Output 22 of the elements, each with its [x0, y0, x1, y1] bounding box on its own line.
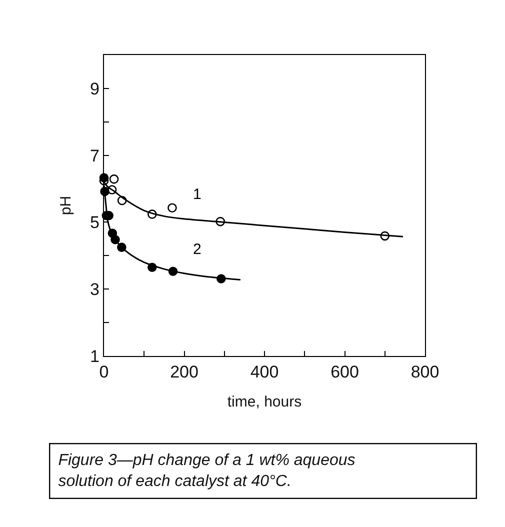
point [107, 185, 117, 194]
y-tick-label: 3 [90, 280, 100, 300]
x-tick-label: 800 [410, 362, 440, 382]
x-axis-title: time, hours [227, 394, 302, 410]
x-tick-label: 400 [250, 362, 279, 382]
point [109, 174, 119, 184]
y-tick-label: 1 [90, 346, 100, 366]
series-label: 1 [193, 186, 202, 203]
series-label: 2 [193, 241, 202, 258]
y-tick-label: 9 [90, 79, 100, 98]
point [216, 216, 226, 226]
x-tick-label: 600 [330, 362, 359, 382]
y-tick-label: 5 [90, 213, 100, 232]
y-axis-title: pH [57, 196, 74, 216]
point [148, 210, 157, 219]
point [380, 231, 390, 241]
point [168, 203, 177, 212]
y-tick-label: 7 [90, 146, 100, 166]
x-tick-label: 0 [99, 362, 109, 382]
caption: Figure 3—pH change of a 1 wt% aqueous solution of each catalyst at 40°C. [58, 452, 356, 490]
point [117, 196, 127, 206]
x-tick-label: 200 [170, 362, 198, 382]
